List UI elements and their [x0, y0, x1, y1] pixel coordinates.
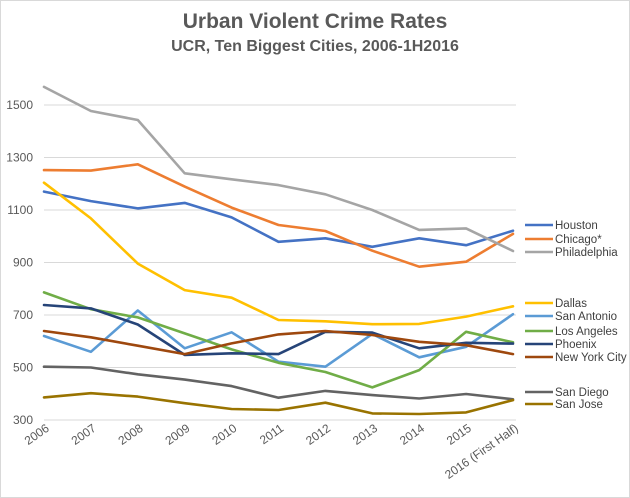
y-tick-label: 700 — [13, 308, 33, 322]
legend-item: San Diego — [525, 387, 609, 399]
series-line-los-angeles — [42, 291, 515, 389]
legend-item: San Jose — [525, 399, 603, 411]
legend-item: New York City — [525, 352, 627, 364]
legend-label: Philadelphia — [555, 247, 618, 259]
y-tick-label: 1300 — [6, 151, 33, 165]
y-tick-label: 900 — [13, 256, 33, 270]
legend-label: Los Angeles — [555, 326, 618, 338]
legend-item: Philadelphia — [525, 247, 618, 259]
series-lines — [42, 85, 515, 416]
legend-label: Chicago* — [555, 234, 602, 246]
gridlines — [44, 104, 516, 421]
y-tick-label: 1500 — [6, 98, 33, 112]
y-tick-label: 500 — [13, 361, 33, 375]
chart-subtitle: UCR, Ten Biggest Cities, 2006-1H2016 — [171, 38, 459, 55]
series-line-phoenix — [42, 303, 515, 357]
x-tick-label: 2007 — [69, 421, 99, 448]
series-line-san-jose — [42, 391, 515, 416]
legend-label: Phoenix — [555, 339, 597, 351]
legend-label: Houston — [555, 220, 598, 232]
legend-item: Dallas — [525, 298, 587, 310]
x-tick-label: 2009 — [163, 421, 193, 448]
legend-label: Dallas — [555, 298, 587, 310]
x-tick-label: 2010 — [209, 421, 239, 448]
x-tick-label: 2012 — [303, 421, 333, 448]
series-line-new-york-city — [42, 329, 515, 356]
series-line-chicago — [42, 163, 515, 269]
x-tick-label: 2015 — [444, 421, 474, 448]
y-axis-ticks: 300 500 700 900 1100 1300 1500 — [6, 98, 33, 427]
legend-label: San Antonio — [555, 311, 617, 323]
series-line-san-diego — [42, 365, 515, 401]
y-tick-label: 300 — [13, 413, 33, 427]
x-tick-label: 2011 — [257, 421, 286, 447]
legend-item: Chicago* — [525, 234, 602, 246]
series-line-dallas — [42, 181, 515, 326]
x-tick-label: 2013 — [350, 421, 380, 448]
x-tick-label: 2008 — [116, 421, 146, 448]
legend-item: Houston — [525, 220, 598, 232]
series-line-houston — [42, 190, 515, 249]
legend-label: San Jose — [555, 399, 603, 411]
series-line-philadelphia — [42, 85, 515, 253]
x-axis-ticks: 2006 2007 2008 2009 2010 2011 2012 2013 2014 2015… — [22, 421, 521, 482]
y-tick-label: 1100 — [7, 203, 33, 217]
legend-item: Phoenix — [525, 339, 597, 351]
legend-label: San Diego — [555, 387, 609, 399]
legend-item: Los Angeles — [525, 326, 618, 338]
chart-title: Urban Violent Crime Rates — [182, 10, 448, 33]
legend-item: San Antonio — [525, 311, 617, 323]
x-tick-label: 2014 — [397, 421, 427, 448]
legend-label: New York City — [555, 352, 627, 364]
